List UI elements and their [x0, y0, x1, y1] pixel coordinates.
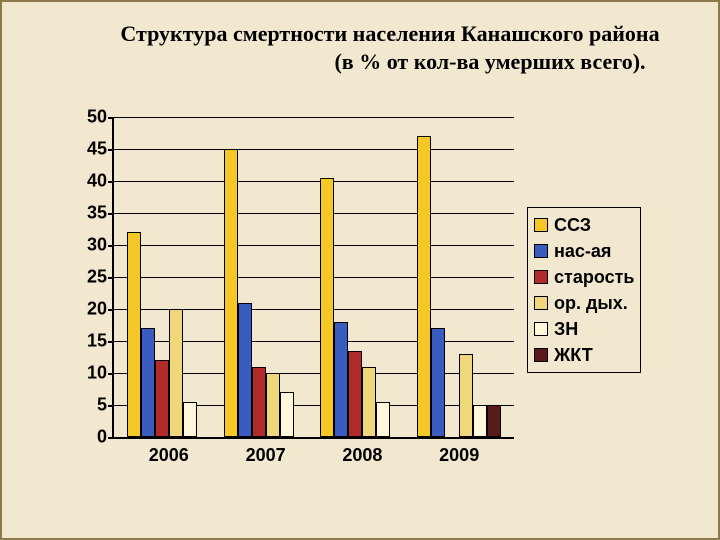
y-tick [108, 213, 114, 215]
bar [417, 136, 431, 437]
legend-item: ор. дых. [534, 290, 634, 316]
legend-item: нас-ая [534, 238, 634, 264]
page: Структура смертности населения Канашског… [0, 0, 720, 540]
bar [487, 405, 501, 437]
y-axis-label: 50 [69, 107, 107, 128]
y-tick [108, 405, 114, 407]
bar [376, 402, 390, 437]
bar [473, 405, 487, 437]
bar [362, 367, 376, 437]
y-axis-label: 25 [69, 267, 107, 288]
legend-item: старость [534, 264, 634, 290]
legend-label: ЖКТ [554, 345, 593, 366]
y-tick [108, 309, 114, 311]
bar [141, 328, 155, 437]
legend-swatch [534, 322, 548, 336]
bar [334, 322, 348, 437]
legend-swatch [534, 218, 548, 232]
y-tick [108, 181, 114, 183]
y-axis-label: 5 [69, 395, 107, 416]
y-tick [108, 437, 114, 439]
legend-label: нас-ая [554, 241, 611, 262]
bar [280, 392, 294, 437]
legend-label: ЗН [554, 319, 578, 340]
y-axis-label: 15 [69, 331, 107, 352]
legend-swatch [534, 296, 548, 310]
bar-group [320, 178, 404, 437]
y-axis-label: 0 [69, 427, 107, 448]
y-tick [108, 341, 114, 343]
legend-label: ор. дых. [554, 293, 628, 314]
title-line-1: Структура смертности населения Канашског… [102, 20, 678, 48]
y-axis-label: 10 [69, 363, 107, 384]
bar [266, 373, 280, 437]
chart-plot-area: 051015202530354045502006200720082009 [112, 117, 514, 439]
y-tick [108, 117, 114, 119]
chart-legend: ССЗ нас-ая старость ор. дых. ЗН ЖКТ [527, 207, 641, 373]
bar [169, 309, 183, 437]
y-tick [108, 149, 114, 151]
legend-swatch [534, 244, 548, 258]
bar-group [224, 149, 308, 437]
bar [238, 303, 252, 437]
bar [127, 232, 141, 437]
y-axis-label: 30 [69, 235, 107, 256]
bar [459, 354, 473, 437]
bar [320, 178, 334, 437]
x-axis-label: 2006 [117, 445, 221, 466]
chart-figure: 051015202530354045502006200720082009 ССЗ… [52, 107, 672, 507]
legend-swatch [534, 270, 548, 284]
bar-group [127, 232, 211, 437]
y-axis-label: 35 [69, 203, 107, 224]
title-line-2: (в % от кол-ва умерших всего). [102, 48, 678, 76]
x-axis-label: 2007 [214, 445, 318, 466]
bar [348, 351, 362, 437]
y-tick [108, 277, 114, 279]
x-axis-label: 2009 [407, 445, 511, 466]
bar [252, 367, 266, 437]
legend-label: ССЗ [554, 215, 591, 236]
chart-title: Структура смертности населения Канашског… [2, 2, 718, 79]
y-tick [108, 373, 114, 375]
bar [224, 149, 238, 437]
bar [183, 402, 197, 437]
y-axis-label: 20 [69, 299, 107, 320]
grid-line [114, 117, 514, 118]
y-axis-label: 40 [69, 171, 107, 192]
bar-group [417, 136, 501, 437]
y-tick [108, 245, 114, 247]
legend-item: ЖКТ [534, 342, 634, 368]
bar [155, 360, 169, 437]
y-axis-label: 45 [69, 139, 107, 160]
legend-swatch [534, 348, 548, 362]
x-axis-label: 2008 [310, 445, 414, 466]
bar [431, 328, 445, 437]
legend-item: ССЗ [534, 212, 634, 238]
legend-label: старость [554, 267, 634, 288]
legend-item: ЗН [534, 316, 634, 342]
